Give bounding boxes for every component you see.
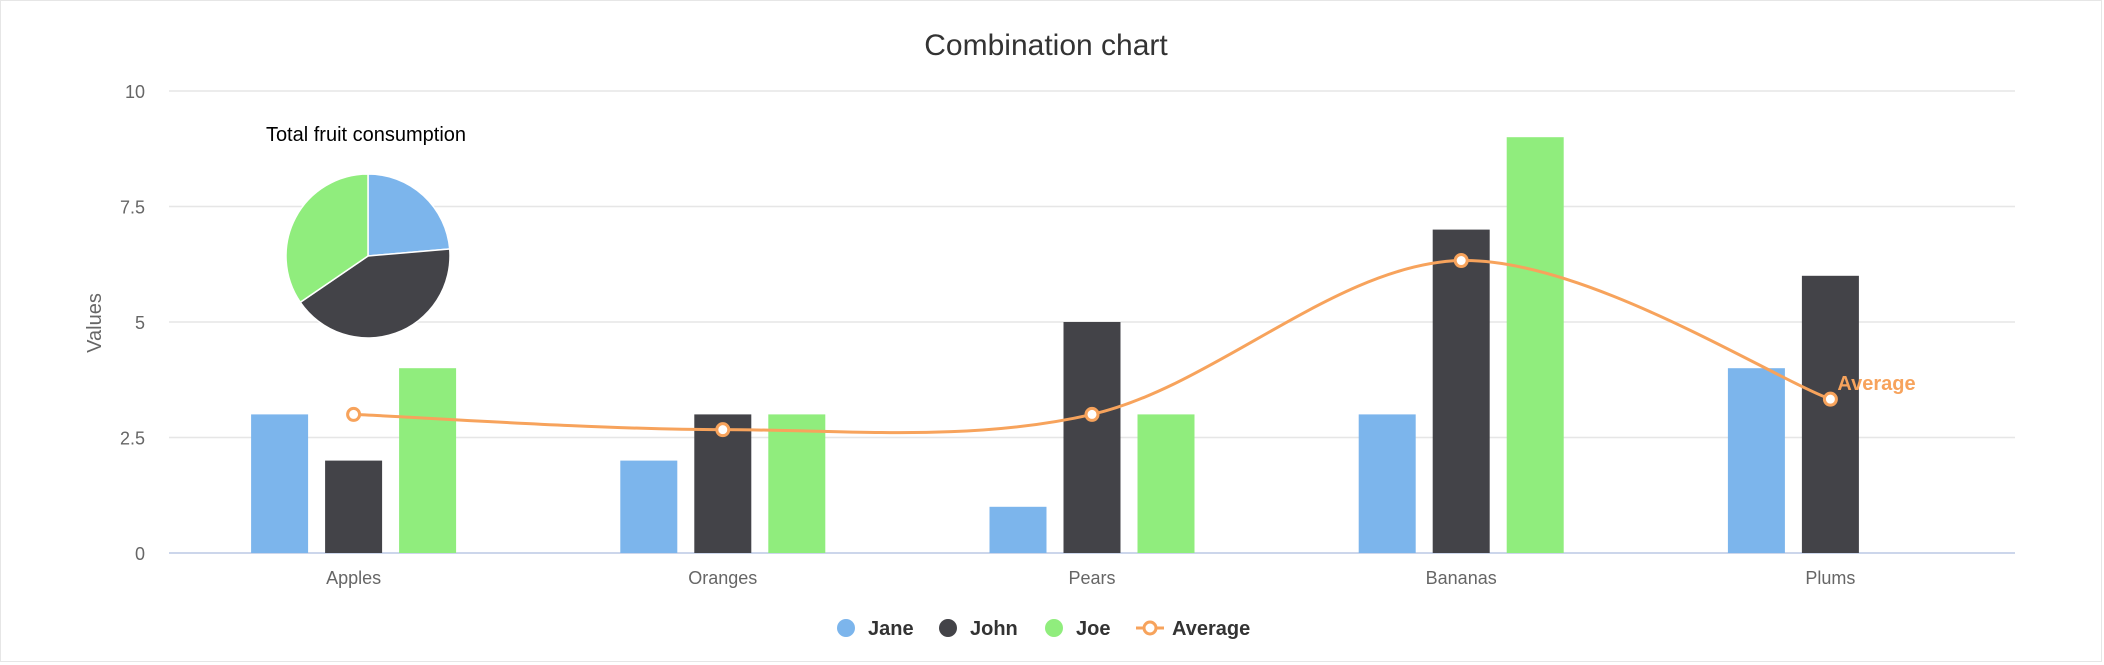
y-tick-label: 0 [135, 544, 145, 564]
average-point[interactable] [1084, 406, 1100, 422]
bar-joe-apples[interactable] [399, 368, 457, 553]
bar-john-pears[interactable] [1063, 322, 1121, 553]
y-tick-label: 5 [135, 313, 145, 333]
legend-symbol [1142, 620, 1158, 636]
average-point[interactable] [1453, 253, 1469, 269]
legend-item-john[interactable]: John [939, 618, 1018, 640]
legend-label: Joe [1076, 618, 1110, 640]
legend-label: Average [1172, 618, 1250, 640]
x-tick-label: Oranges [688, 568, 757, 588]
x-axis-ticks: Apples Oranges Pears Bananas Plums [326, 568, 1855, 588]
bar-john-bananas[interactable] [1432, 229, 1490, 553]
x-tick-label: Pears [1068, 568, 1115, 588]
average-point[interactable] [1822, 391, 1838, 407]
legend-item-jane[interactable]: Jane [837, 618, 914, 640]
x-tick-label: Apples [326, 568, 381, 588]
y-tick-label: 10 [125, 82, 145, 102]
bar-joe-pears[interactable] [1137, 414, 1195, 553]
pie-slice-jane[interactable] [367, 173, 451, 257]
bar-jane-plums[interactable] [1727, 368, 1785, 553]
x-tick-label: Plums [1805, 568, 1855, 588]
average-line-series: Average [346, 253, 1916, 438]
y-tick-label: 2.5 [120, 429, 145, 449]
average-end-label: Average [1837, 373, 1915, 395]
legend-label: Jane [868, 618, 914, 640]
pie-title: Total fruit consumption [266, 124, 466, 146]
legend-symbol [837, 619, 855, 637]
pie-chart: Total fruit consumption [266, 124, 466, 339]
legend-symbol [1045, 619, 1063, 637]
bar-john-apples[interactable] [325, 460, 383, 553]
bar-jane-apples[interactable] [251, 414, 309, 553]
bar-series [251, 137, 1859, 553]
legend[interactable]: Jane John Joe Average [837, 618, 1250, 640]
pie-slice-joe[interactable] [285, 173, 369, 304]
average-point[interactable] [346, 406, 362, 422]
y-axis-title: Values [84, 293, 106, 353]
bar-john-plums[interactable] [1801, 275, 1859, 553]
y-tick-label: 7.5 [120, 198, 145, 218]
legend-item-average[interactable]: Average [1136, 618, 1250, 640]
y-axis-ticks: 0 2.5 5 7.5 10 [120, 82, 145, 564]
bar-jane-oranges[interactable] [620, 460, 678, 553]
bar-joe-bananas[interactable] [1506, 137, 1564, 553]
bar-joe-oranges[interactable] [768, 414, 826, 553]
bar-john-oranges[interactable] [694, 414, 752, 553]
chart-title: Combination chart [924, 29, 1168, 62]
legend-item-joe[interactable]: Joe [1045, 618, 1110, 640]
pie-slice-john[interactable] [299, 248, 451, 339]
bar-jane-pears[interactable] [989, 506, 1047, 553]
x-tick-label: Bananas [1426, 568, 1497, 588]
bar-jane-bananas[interactable] [1358, 414, 1416, 553]
legend-symbol [939, 619, 957, 637]
average-point[interactable] [715, 422, 731, 438]
legend-label: John [970, 618, 1018, 640]
